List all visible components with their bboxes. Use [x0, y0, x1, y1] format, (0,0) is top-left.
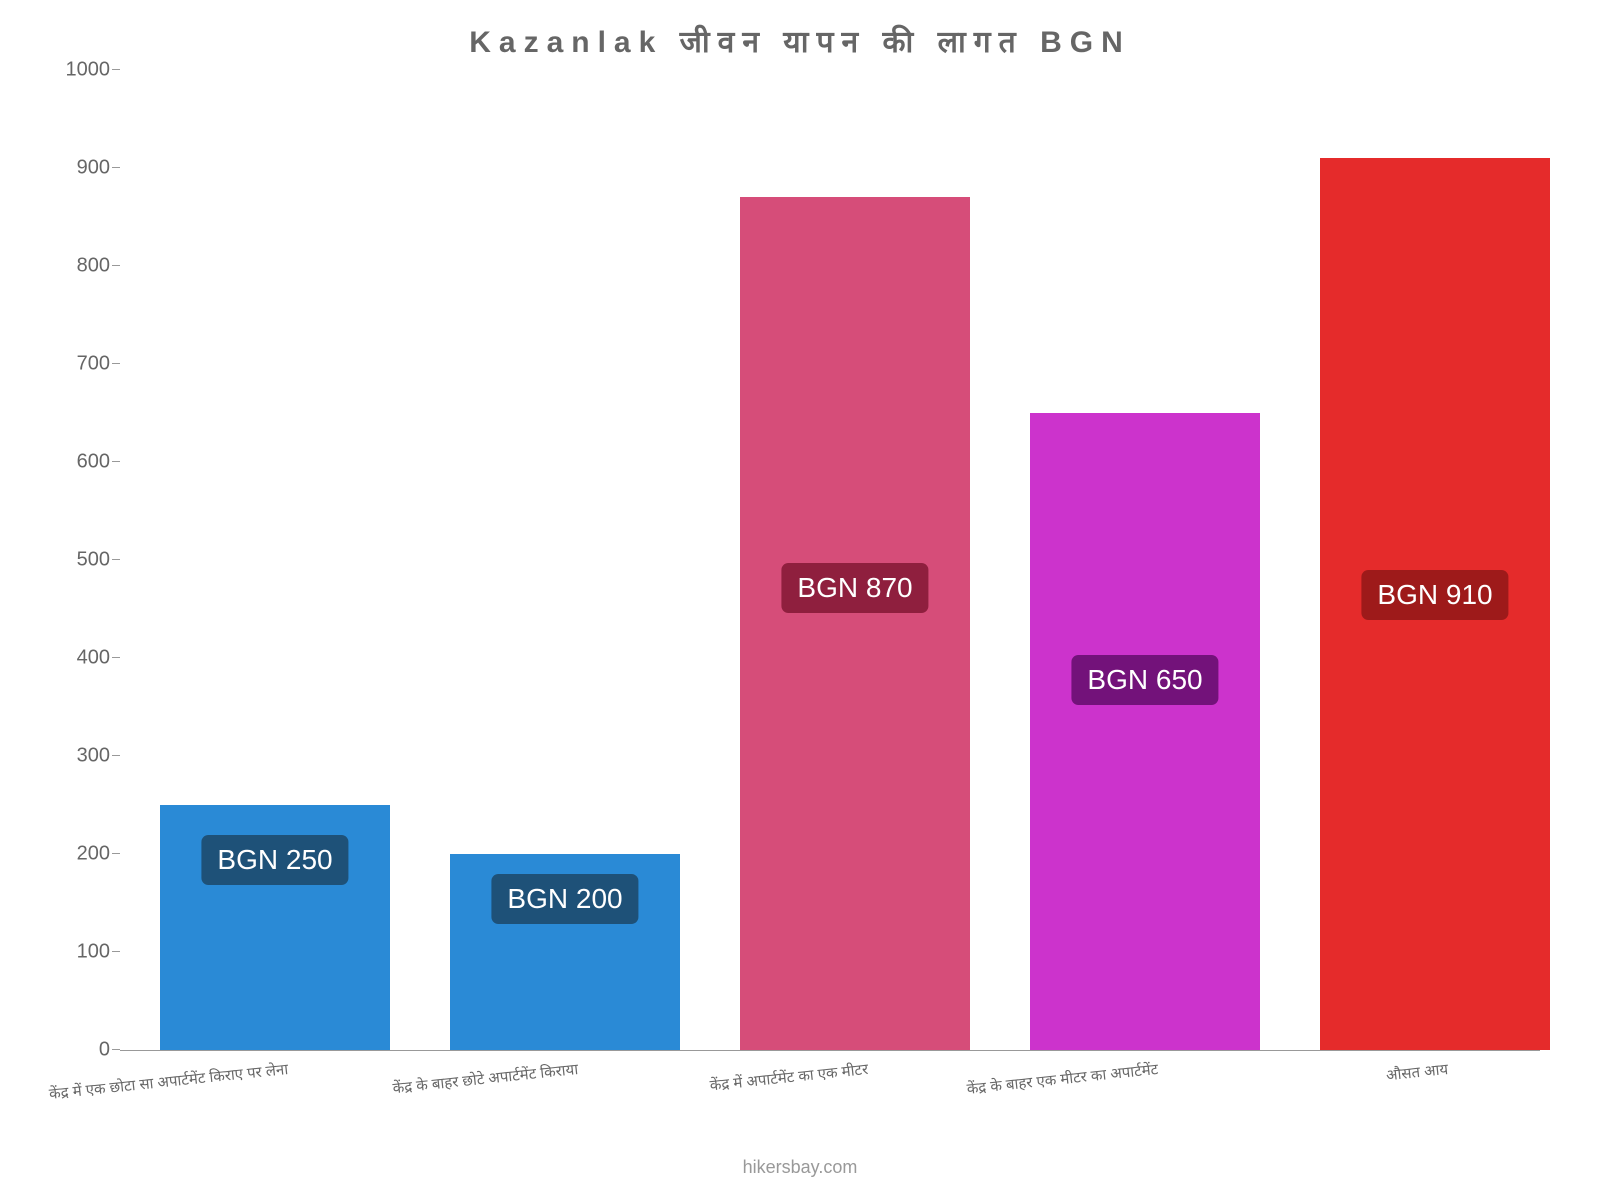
y-tick-label: 600 — [50, 451, 110, 474]
x-axis-label: केंद्र के बाहर छोटे अपार्टमेंट किराया — [391, 1059, 578, 1098]
y-tick-mark — [112, 1049, 120, 1050]
y-tick-label: 1000 — [50, 59, 110, 82]
bar: BGN 870 — [740, 197, 970, 1050]
x-axis-label: केंद्र में एक छोटा सा अपार्टमेंट किराए प… — [48, 1059, 289, 1104]
bar: BGN 650 — [1030, 413, 1260, 1050]
x-axis-label: केंद्र में अपार्टमेंट का एक मीटर — [708, 1059, 868, 1096]
y-tick-mark — [112, 657, 120, 658]
y-tick-label: 800 — [50, 255, 110, 278]
y-tick-mark — [112, 559, 120, 560]
y-tick-mark — [112, 69, 120, 70]
plot-area: BGN 250BGN 200BGN 870BGN 650BGN 910 0100… — [120, 71, 1540, 1051]
chart-container: Kazanlak जीवन यापन की लागत BGN BGN 250BG… — [0, 0, 1600, 1200]
y-tick-label: 100 — [50, 941, 110, 964]
bar: BGN 200 — [450, 854, 680, 1050]
value-badge: BGN 910 — [1361, 570, 1508, 620]
bar: BGN 250 — [160, 805, 390, 1050]
value-badge: BGN 870 — [781, 563, 928, 613]
y-tick-mark — [112, 951, 120, 952]
y-tick-label: 500 — [50, 549, 110, 572]
y-tick-mark — [112, 265, 120, 266]
x-axis-label: केंद्र के बाहर एक मीटर का अपार्टमेंट — [965, 1059, 1158, 1099]
x-axis-labels: केंद्र में एक छोटा सा अपार्टमेंट किराए प… — [120, 1051, 1540, 1121]
y-tick-label: 700 — [50, 353, 110, 376]
bar: BGN 910 — [1320, 158, 1550, 1050]
chart-title: Kazanlak जीवन यापन की लागत BGN — [40, 20, 1560, 61]
y-tick-mark — [112, 363, 120, 364]
y-tick-mark — [112, 461, 120, 462]
y-tick-label: 300 — [50, 745, 110, 768]
y-tick-mark — [112, 755, 120, 756]
y-tick-label: 900 — [50, 157, 110, 180]
value-badge: BGN 200 — [491, 874, 638, 924]
y-tick-mark — [112, 853, 120, 854]
value-badge: BGN 250 — [201, 835, 348, 885]
bars-group: BGN 250 BGN 200 BGN 870 BGN 650 BGN 910 — [120, 71, 1540, 1050]
x-axis-label: औसत आय — [1385, 1059, 1449, 1085]
y-tick-label: 400 — [50, 647, 110, 670]
value-badge: BGN 650 — [1071, 655, 1218, 705]
y-tick-label: 0 — [50, 1039, 110, 1062]
y-tick-label: 200 — [50, 843, 110, 866]
y-tick-mark — [112, 167, 120, 168]
chart-footer: hikersbay.com — [0, 1157, 1600, 1178]
